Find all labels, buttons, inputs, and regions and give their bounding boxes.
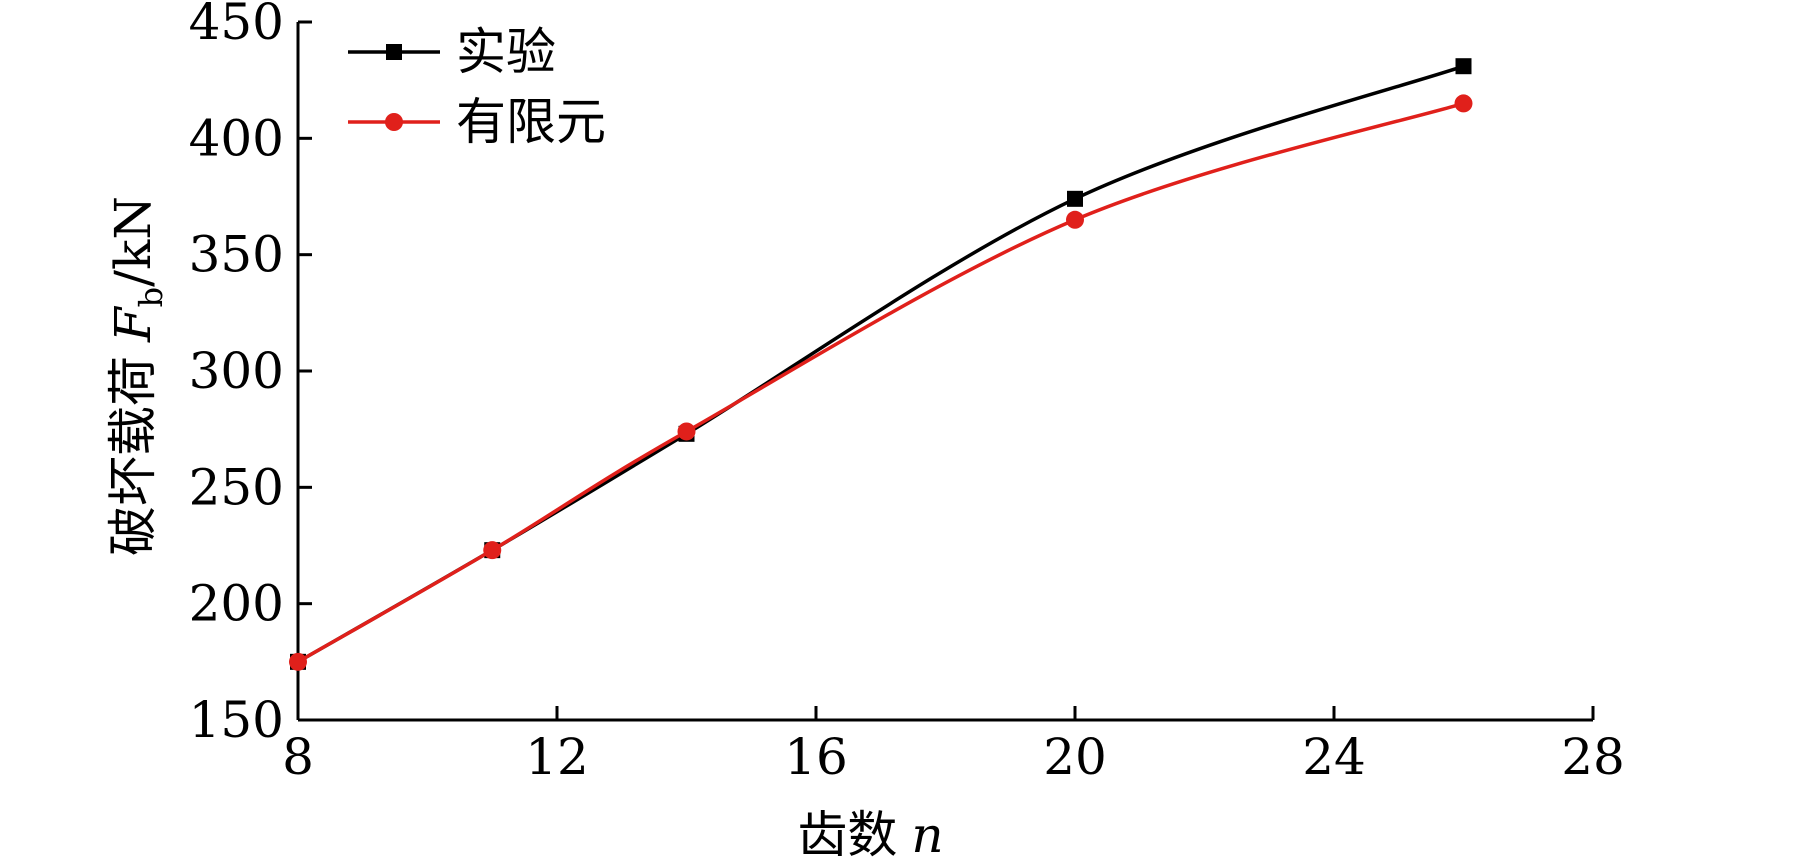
- data-point-1-2: [677, 422, 696, 441]
- y-tick-label-6: 450: [189, 0, 284, 51]
- y-axis-title-var: F: [104, 305, 162, 343]
- y-tick-label-0: 150: [189, 691, 284, 749]
- x-axis-title-text: 齿数: [797, 806, 897, 864]
- data-point-1-1: [483, 541, 502, 560]
- data-point-1-3: [1066, 210, 1084, 229]
- legend-label-0: 实验: [456, 23, 556, 81]
- legend-label-1: 有限元: [456, 93, 606, 151]
- y-ticks: 150 200 250 300 350 400 450: [189, 0, 312, 749]
- y-tick-label-5: 400: [189, 109, 284, 167]
- x-ticks: 8 12 16 20 24 28: [282, 706, 1625, 786]
- y-tick-label-2: 250: [189, 458, 284, 516]
- series-1: [289, 94, 1473, 671]
- y-tick-label-4: 350: [189, 226, 284, 284]
- data-point-0-3: [1067, 190, 1083, 207]
- y-axis-title-text: 破坏载荷: [104, 356, 162, 556]
- x-tick-label-2: 16: [784, 728, 848, 786]
- y-axis-title-unit: /kN: [104, 196, 162, 287]
- legend-item-0: 实验: [348, 23, 556, 81]
- data-point-1-4: [1454, 94, 1473, 113]
- series-line-0: [297, 64, 1465, 664]
- legend-marker-0: [386, 44, 402, 60]
- legend-item-1: 有限元: [348, 93, 606, 151]
- series-layer: [289, 58, 1473, 671]
- data-point-0-4: [1455, 58, 1472, 75]
- data-point-1-0: [289, 652, 307, 671]
- x-tick-label-5: 28: [1561, 728, 1625, 786]
- legend-marker-1: [385, 113, 403, 131]
- y-axis-title-sub: b: [132, 287, 170, 307]
- y-axis-title: 破坏载荷 Fb/kN: [104, 196, 170, 556]
- x-tick-label-1: 12: [525, 728, 589, 786]
- x-axis-title: 齿数 n: [797, 806, 943, 864]
- x-tick-label-3: 20: [1043, 728, 1107, 786]
- x-tick-label-4: 24: [1302, 728, 1366, 786]
- series-line-1: [297, 101, 1465, 664]
- y-tick-label-1: 200: [189, 575, 284, 633]
- x-axis-title-var: n: [911, 806, 943, 864]
- x-tick-label-0: 8: [282, 728, 314, 786]
- y-tick-label-3: 300: [189, 342, 284, 400]
